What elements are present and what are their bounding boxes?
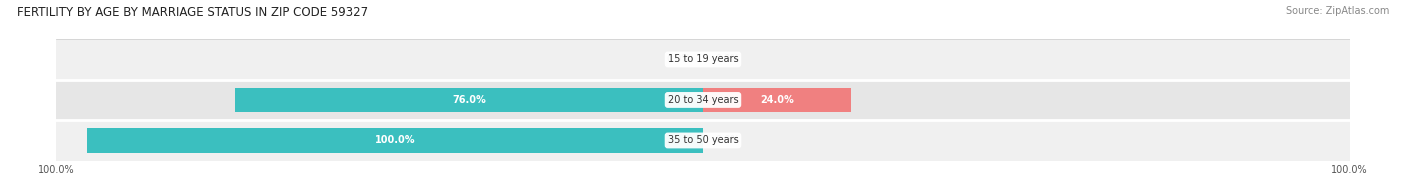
- Bar: [56, 39, 1350, 80]
- Text: 76.0%: 76.0%: [453, 95, 486, 105]
- Text: 100.0%: 100.0%: [375, 135, 415, 145]
- Text: 15 to 19 years: 15 to 19 years: [668, 54, 738, 64]
- Text: 35 to 50 years: 35 to 50 years: [668, 135, 738, 145]
- Bar: [56, 80, 1350, 120]
- Bar: [56, 120, 1350, 161]
- Text: 24.0%: 24.0%: [761, 95, 794, 105]
- Text: FERTILITY BY AGE BY MARRIAGE STATUS IN ZIP CODE 59327: FERTILITY BY AGE BY MARRIAGE STATUS IN Z…: [17, 6, 368, 19]
- Text: 20 to 34 years: 20 to 34 years: [668, 95, 738, 105]
- Bar: [87, 128, 703, 153]
- Text: 0.0%: 0.0%: [716, 54, 740, 64]
- Bar: [703, 88, 851, 112]
- Text: Source: ZipAtlas.com: Source: ZipAtlas.com: [1285, 6, 1389, 16]
- Bar: [235, 88, 703, 112]
- Text: 0.0%: 0.0%: [716, 135, 740, 145]
- Text: 0.0%: 0.0%: [666, 54, 690, 64]
